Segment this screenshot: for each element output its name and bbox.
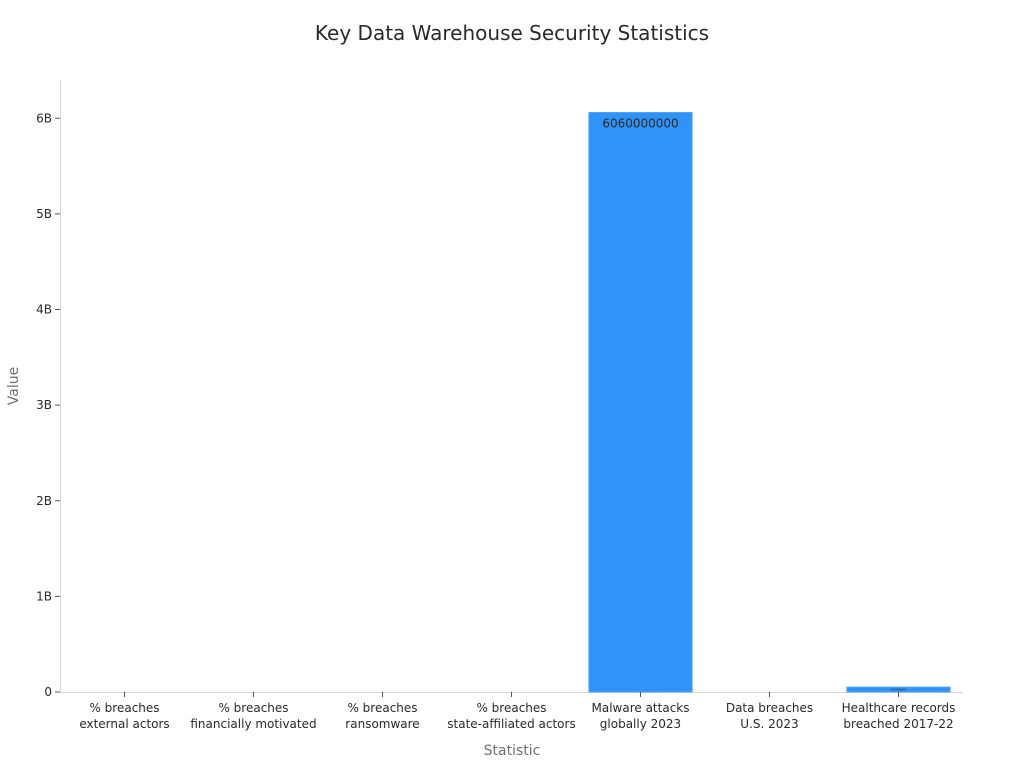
x-tick-label: % breaches financially motivated — [190, 701, 316, 731]
x-tick-label: % breaches external actors — [79, 701, 169, 731]
x-tick-label-line: breached 2017-22 — [843, 717, 953, 731]
y-tick-label: 0 — [44, 685, 52, 699]
x-tick-label-line: globally 2023 — [600, 717, 681, 731]
x-tick-label-line: Healthcare records — [842, 701, 956, 715]
x-tick-label-line: external actors — [79, 717, 169, 731]
y-axis-ticks: 0 1B 2B 3B 4B 5B 6B — [36, 111, 60, 699]
y-tick-label: 2B — [36, 494, 52, 508]
x-tick-label-line: % breaches — [218, 701, 288, 715]
x-axis-title: Statistic — [484, 743, 541, 759]
x-tick-label-line: state-affiliated actors — [447, 717, 575, 731]
y-tick-label: 4B — [36, 303, 52, 317]
x-tick-label-line: % breaches — [347, 701, 417, 715]
bar[interactable] — [588, 112, 693, 693]
x-tick-label-line: Data breaches — [726, 701, 813, 715]
y-tick-label: 5B — [36, 207, 52, 221]
x-tick-label-line: Malware attacks — [592, 701, 690, 715]
x-tick-label: Data breaches U.S. 2023 — [726, 701, 813, 731]
y-tick-label: 3B — [36, 398, 52, 412]
bar-data-label: 6060000000 — [602, 117, 678, 131]
x-tick-label: Malware attacks globally 2023 — [592, 701, 690, 731]
x-tick-label-line: financially motivated — [190, 717, 316, 731]
bars: 6060000000 51000000 — [588, 112, 951, 693]
x-tick-label-line: ransomware — [345, 717, 419, 731]
x-tick-label-line: % breaches — [476, 701, 546, 715]
x-tick-label: % breaches state-affiliated actors — [447, 701, 575, 731]
x-tick-label-line: U.S. 2023 — [740, 717, 798, 731]
y-tick-label: 1B — [36, 589, 52, 603]
x-tick-label-line: % breaches — [89, 701, 159, 715]
bar-data-label: 51000000 — [891, 688, 906, 692]
x-axis-ticks: % breaches external actors % breaches finan… — [79, 692, 955, 731]
chart-title: Key Data Warehouse Security Statistics — [315, 21, 709, 45]
y-tick-label: 6B — [36, 111, 52, 125]
y-axis-title: Value — [6, 367, 22, 405]
x-tick-label: Healthcare records breached 2017-22 — [842, 701, 956, 731]
x-tick-label: % breaches ransomware — [345, 701, 419, 731]
